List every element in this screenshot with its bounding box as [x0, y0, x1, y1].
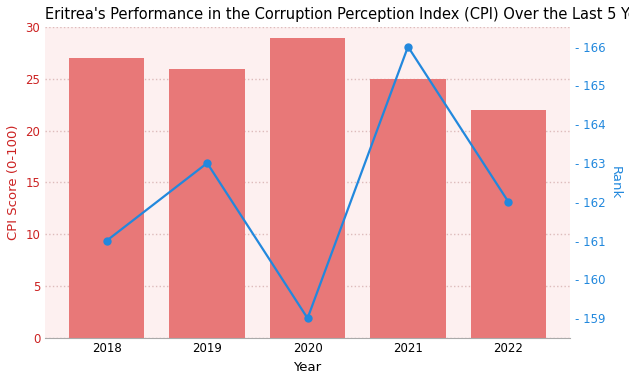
Text: Eritrea's Performance in the Corruption Perception Index (CPI) Over the Last 5 Y: Eritrea's Performance in the Corruption … — [45, 7, 629, 22]
Y-axis label: Rank: Rank — [609, 166, 622, 199]
X-axis label: Year: Year — [294, 361, 321, 374]
Bar — [270, 38, 345, 338]
Bar — [169, 69, 245, 338]
Y-axis label: CPI Score (0-100): CPI Score (0-100) — [7, 125, 20, 240]
Bar — [470, 110, 546, 338]
Bar — [69, 58, 145, 338]
Bar — [370, 79, 445, 338]
